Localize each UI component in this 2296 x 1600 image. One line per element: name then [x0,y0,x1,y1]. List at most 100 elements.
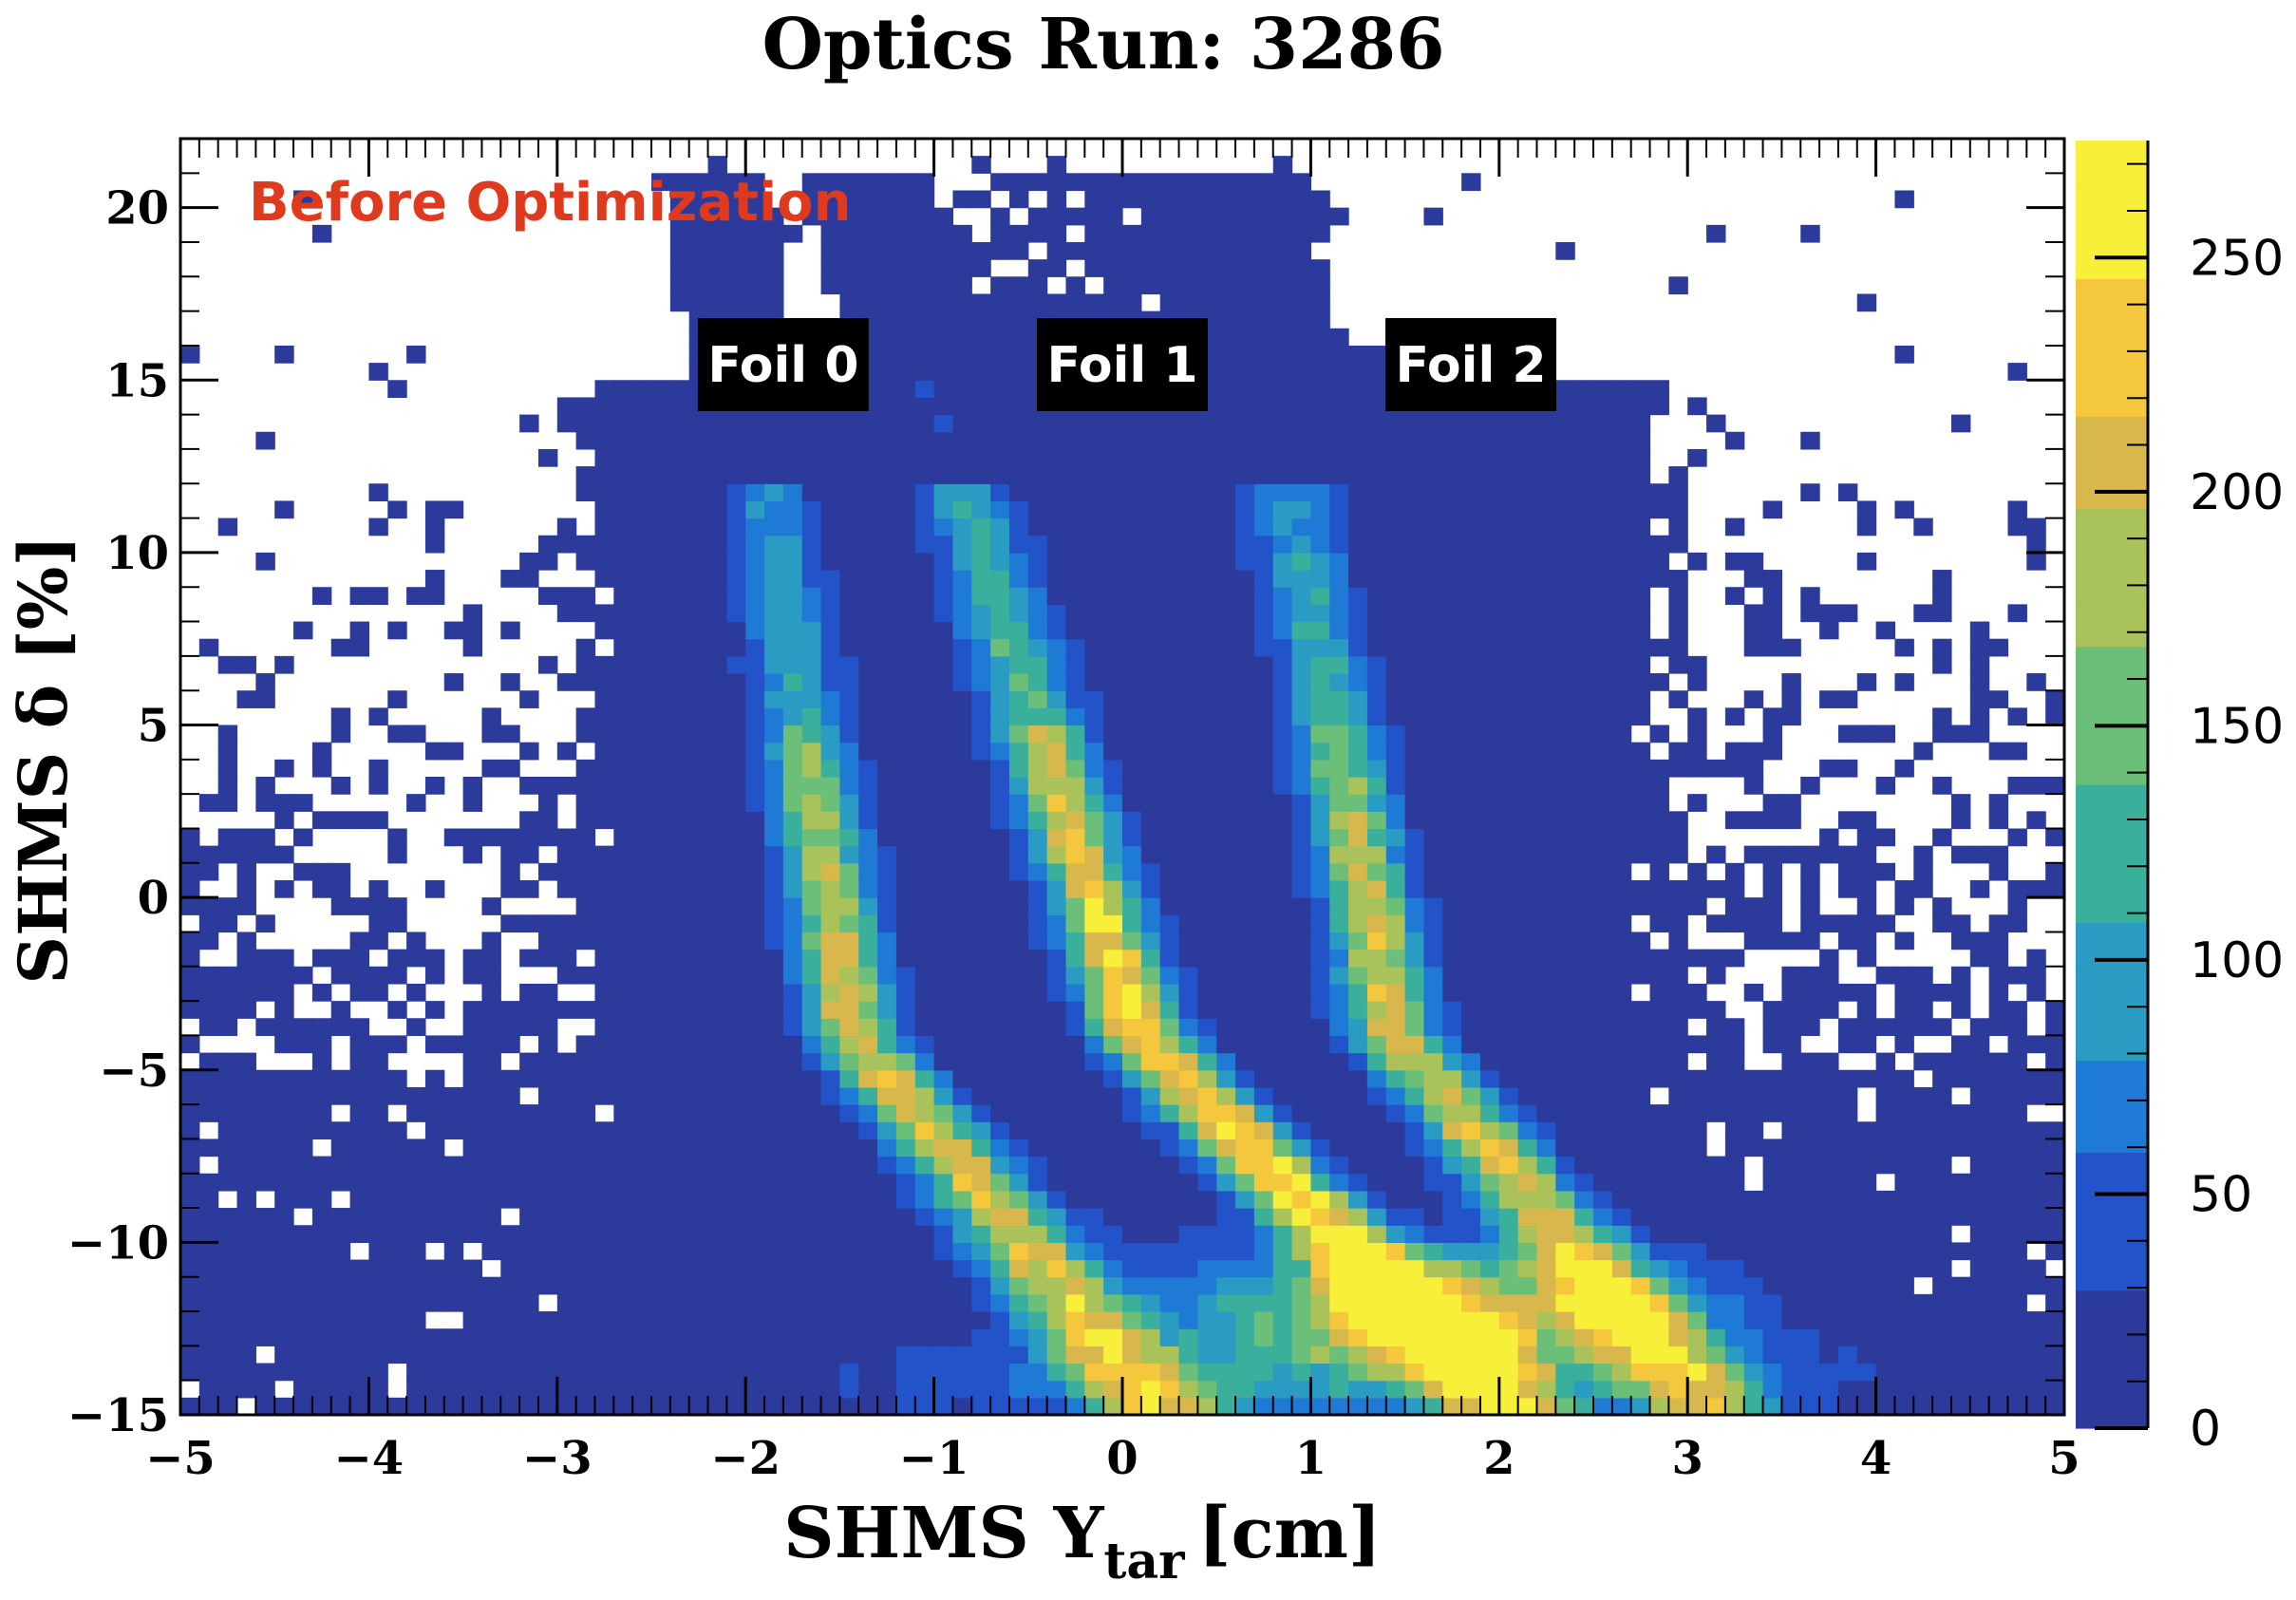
heatmap-cell [782,862,803,881]
heatmap-cell [1253,1208,1274,1226]
heatmap-cell [895,1208,916,1226]
heatmap-cell [669,448,690,467]
heatmap-cell [1574,1156,1594,1175]
heatmap-cell [895,224,916,243]
heatmap-cell [293,1104,313,1122]
heatmap-cell [1630,621,1651,640]
heatmap-cell [914,173,935,192]
heatmap-cell [990,311,1010,329]
heatmap-cell [820,1173,840,1192]
heatmap-cell [1423,535,1443,554]
heatmap-cell [1329,1225,1349,1243]
heatmap-cell [1423,552,1443,571]
heatmap-cell [556,1086,577,1105]
heatmap-cell [1329,448,1349,467]
heatmap-cell [1140,897,1161,915]
heatmap-cell [1272,1156,1293,1175]
heatmap-cell [1743,845,1764,864]
heatmap-cell [1385,1052,1406,1071]
heatmap-cell [782,690,803,708]
heatmap-cell [1517,535,1538,554]
heatmap-cell [858,1276,878,1295]
heatmap-cell [820,224,840,243]
heatmap-cell [1178,276,1198,295]
heatmap-cell [1253,431,1274,450]
heatmap-cell [1008,363,1029,381]
heatmap-cell [1536,1069,1556,1088]
heatmap-cell [198,862,219,881]
heatmap-cell [971,707,991,726]
heatmap-cell [537,1069,558,1088]
heatmap-cell [1875,725,1896,744]
heatmap-cell [1630,1173,1651,1192]
heatmap-cell [1574,879,1594,898]
heatmap-cell [839,190,859,209]
heatmap-cell [1329,1173,1349,1192]
heatmap-cell [1103,966,1123,985]
heatmap-cell [1442,1052,1462,1071]
heatmap-cell [462,1293,483,1312]
heatmap-cell [651,604,671,623]
heatmap-cell [537,1397,558,1416]
heatmap-cell [1649,845,1669,864]
heatmap-cell [1310,1380,1330,1399]
heatmap-cell [952,448,972,467]
heatmap-cell [877,759,897,778]
heatmap-cell [688,1311,709,1329]
heatmap-cell [877,1086,897,1105]
heatmap-cell [1593,500,1613,519]
heatmap-cell [1894,190,1914,209]
heatmap-cell [594,932,614,951]
heatmap-cell [914,621,935,640]
heatmap-cell [1875,1069,1896,1088]
heatmap-cell [1366,828,1387,847]
heatmap-cell [632,811,652,830]
heatmap-cell [1687,1001,1707,1019]
heatmap-cell [330,897,351,915]
heatmap-cell [1913,1363,1933,1382]
heatmap-cell [933,414,954,433]
heatmap-cell [1517,655,1538,674]
heatmap-cell [707,794,727,812]
heatmap-cell [481,1242,501,1261]
heatmap-cell [1122,1346,1142,1365]
heatmap-cell [1442,1311,1462,1329]
heatmap-cell [669,604,690,623]
heatmap-cell [1197,431,1217,450]
heatmap-cell [1046,655,1067,674]
heatmap-cell [1894,1035,1914,1054]
heatmap-cell [368,811,388,830]
heatmap-cell [349,1086,369,1105]
heatmap-cell [990,655,1010,674]
heatmap-cell [990,345,1010,364]
heatmap-cell [311,879,332,898]
heatmap-cell [1517,1052,1538,1071]
heatmap-cell [1894,1018,1914,1037]
heatmap-cell [914,862,935,881]
heatmap-cell [1479,1139,1500,1158]
heatmap-cell [1706,1035,1726,1054]
heatmap-cell [1385,673,1406,691]
heatmap-cell [1385,879,1406,898]
heatmap-cell [500,1293,520,1312]
heatmap-cell [556,862,577,881]
heatmap-cell [1178,1346,1198,1365]
heatmap-cell [1122,1052,1142,1071]
heatmap-cell [1046,156,1067,174]
heatmap-cell [952,1397,972,1416]
heatmap-cell [274,1208,294,1226]
heatmap-cell [933,363,954,381]
heatmap-cell [1329,518,1349,536]
heatmap-cell [1027,1242,1048,1261]
heatmap-cell [575,1311,596,1329]
heatmap-cell [782,1293,803,1312]
heatmap-cell [1536,466,1556,484]
heatmap-cell [801,466,822,484]
heatmap-cell [613,966,633,985]
heatmap-cell [1894,1328,1914,1346]
heatmap-cell [990,1104,1010,1122]
heatmap-cell [1310,1001,1330,1019]
heatmap-cell [1253,293,1274,312]
heatmap-cell [1442,777,1462,795]
heatmap-cell [1574,966,1594,985]
